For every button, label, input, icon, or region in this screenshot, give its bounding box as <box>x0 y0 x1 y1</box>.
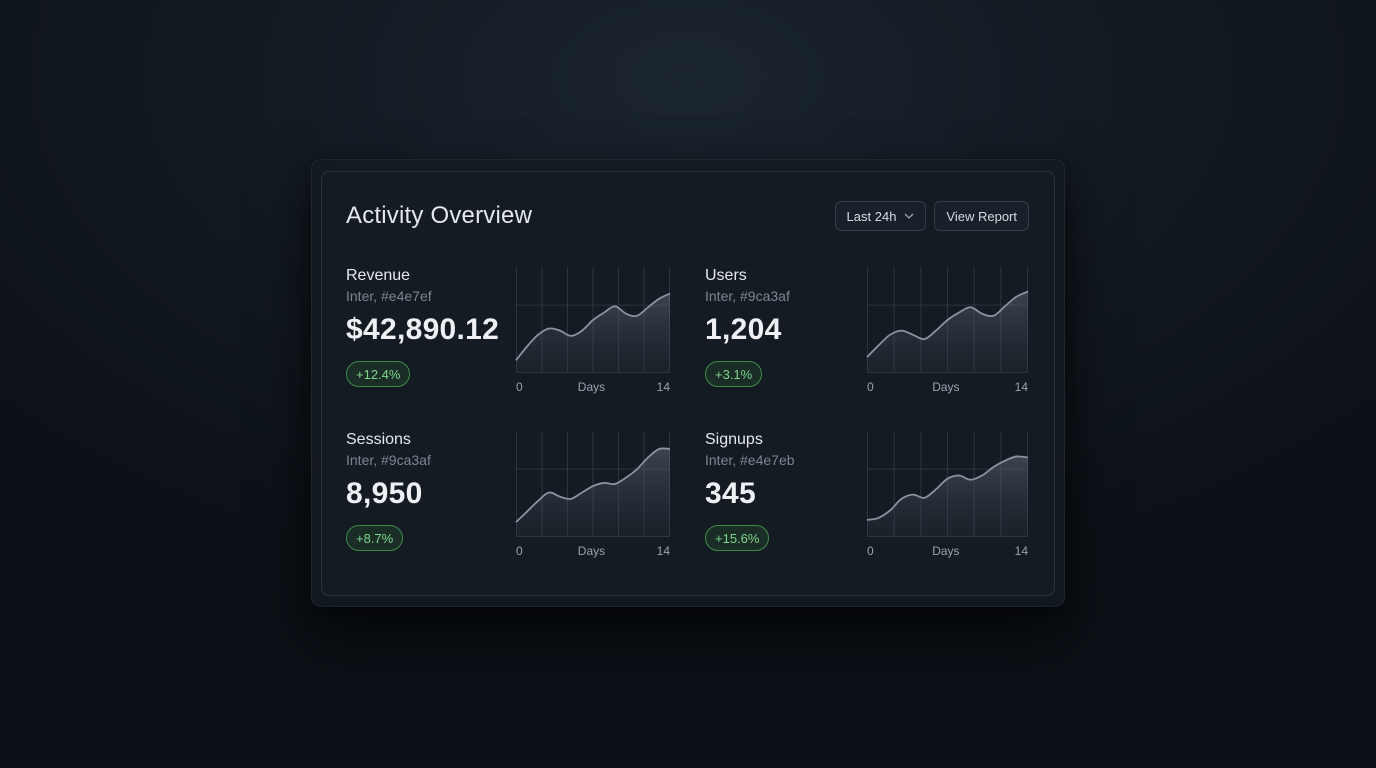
x-axis-label: Days <box>578 380 605 394</box>
change-badge: +3.1% <box>705 361 763 387</box>
metric-sessions: Sessions Inter, #9ca3af 8,950 +8.7% <box>346 431 676 571</box>
change-badge: +8.7% <box>346 525 404 551</box>
view-report-button[interactable]: View Report <box>934 201 1029 231</box>
series-line <box>866 290 1029 358</box>
x-axis-label: Days <box>578 544 605 558</box>
metric-label: Revenue <box>346 267 411 284</box>
metric-value: $42,890.12 <box>346 313 500 346</box>
x-axis-label: Days <box>932 544 959 558</box>
sparkline-sessions: 0 Days 14 <box>515 431 671 559</box>
x-tick-label: 14 <box>657 544 671 558</box>
sparkline-signups: 0 Days 14 <box>866 431 1029 559</box>
metric-label: Sessions <box>346 431 411 448</box>
metric-label: Users <box>705 267 747 284</box>
range-select[interactable]: Last 24h <box>834 201 927 231</box>
metric-value: 8,950 <box>346 477 423 510</box>
x-tick-label: 0 <box>867 380 874 394</box>
x-tick-label: 14 <box>1015 380 1029 394</box>
metric-value: 345 <box>705 477 756 510</box>
metric-label: Signups <box>705 431 763 448</box>
panel-title: Activity Overview <box>346 202 533 229</box>
change-badge: +15.6% <box>705 525 770 551</box>
change-badge: +12.4% <box>346 361 411 387</box>
x-tick-label: 14 <box>1015 544 1029 558</box>
sparkline-svg: 0 Days 14 <box>866 267 1029 394</box>
series-area <box>516 448 670 537</box>
metric-value: 1,204 <box>705 313 782 346</box>
x-tick-label: 14 <box>657 380 671 394</box>
sparkline-svg: 0 Days 14 <box>515 267 671 394</box>
range-select-label: Last 24h <box>846 208 897 224</box>
sparkline-users: 0 Days 14 <box>866 267 1029 395</box>
series-line <box>515 447 671 523</box>
metric-users: Users Inter, #9ca3af 1,204 +3.1% <box>705 267 1035 407</box>
sparkline-revenue: 0 Days 14 <box>515 267 671 395</box>
chevron-down-icon <box>904 213 914 219</box>
metric-subtitle: Inter, #e4e7ef <box>346 288 432 304</box>
x-axis-label: Days <box>932 380 959 394</box>
series-line <box>866 455 1029 521</box>
metric-subtitle: Inter, #e4e7eb <box>705 452 795 468</box>
metric-signups: Signups Inter, #e4e7eb 345 +15.6% <box>705 431 1035 571</box>
metric-revenue: Revenue Inter, #e4e7ef $42,890.12 +12.4% <box>346 267 676 407</box>
x-tick-label: 0 <box>516 380 523 394</box>
series-area <box>867 291 1028 373</box>
series-area <box>516 293 670 373</box>
x-tick-label: 0 <box>516 544 523 558</box>
series-line <box>515 292 671 361</box>
sparkline-svg: 0 Days 14 <box>515 431 671 558</box>
metric-subtitle: Inter, #9ca3af <box>705 288 790 304</box>
series-area <box>867 456 1028 537</box>
panel-controls: Last 24h View Report <box>834 201 1029 231</box>
sparkline-svg: 0 Days 14 <box>866 431 1029 558</box>
metric-subtitle: Inter, #9ca3af <box>346 452 431 468</box>
x-tick-label: 0 <box>867 544 874 558</box>
activity-overview-card: Activity Overview Last 24h View Report R… <box>321 171 1055 596</box>
